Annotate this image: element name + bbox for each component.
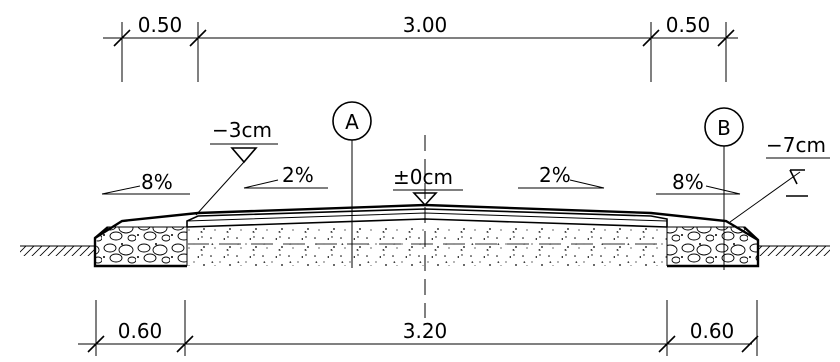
slope-inner-left: 2% — [243, 163, 328, 189]
stone-fill-right — [667, 227, 758, 266]
level-left-text: −3cm — [212, 118, 272, 142]
level-right-text: −7cm — [766, 133, 826, 157]
level-center-triangle-icon — [412, 192, 438, 207]
subbase-line — [186, 218, 668, 228]
level-center-text: ±0cm — [393, 165, 453, 189]
slope-inner-left-text: 2% — [282, 163, 314, 187]
level-mark-left: −3cm — [195, 118, 278, 216]
top-tick-3 — [642, 29, 660, 47]
slope-outer-right-arrow-icon — [656, 185, 741, 195]
top-dimension-chain: 0.50 3.00 0.50 — [103, 13, 738, 82]
slope-outer-left: 8% — [101, 170, 190, 195]
ground-hatch-right — [758, 246, 830, 256]
bottom-tick-2 — [176, 335, 194, 353]
bottom-tick-1 — [87, 335, 105, 353]
top-tick-1 — [113, 29, 131, 47]
concrete-fill — [187, 227, 667, 266]
slope-inner-right-arrow-icon — [518, 179, 605, 189]
level-right-leader — [729, 171, 801, 223]
ground-hatch-left — [20, 246, 95, 256]
bottom-tick-4 — [741, 335, 759, 353]
ground-surface — [20, 245, 830, 256]
slope-outer-right: 8% — [656, 170, 741, 195]
section-b-label: B — [717, 116, 731, 140]
top-tick-4 — [717, 29, 735, 47]
level-mark-center: ±0cm — [393, 165, 463, 207]
slope-outer-right-text: 8% — [672, 170, 704, 194]
bottom-dim-left-text: 0.60 — [118, 319, 163, 343]
slope-outer-left-arrow-icon — [101, 185, 190, 195]
bottom-dimension-chain: 0.60 3.20 0.60 — [78, 300, 759, 356]
stone-outline-right — [667, 226, 760, 268]
top-dim-left-text: 0.50 — [138, 13, 183, 37]
slope-outer-left-text: 8% — [141, 170, 173, 194]
stone-foundation-left — [93, 226, 187, 268]
bottom-dim-center-text: 3.20 — [403, 319, 448, 343]
section-mark-b: B — [704, 107, 744, 270]
section-mark-a: A — [332, 101, 372, 268]
concrete-base — [186, 227, 668, 266]
top-dim-center-text: 3.00 — [403, 13, 448, 37]
stone-fill-left — [95, 227, 187, 266]
section-a-label: A — [345, 110, 359, 134]
top-dim-right-text: 0.50 — [666, 13, 711, 37]
bottom-dim-right-text: 0.60 — [690, 319, 735, 343]
level-mark-right: −7cm — [729, 133, 830, 223]
slope-inner-left-arrow-icon — [243, 179, 328, 189]
level-left-triangle-icon — [230, 147, 258, 164]
slope-inner-right-text: 2% — [539, 163, 571, 187]
bottom-tick-3 — [658, 335, 676, 353]
stone-foundation-right — [667, 226, 760, 268]
slope-inner-right: 2% — [518, 163, 605, 189]
level-left-leader — [195, 161, 245, 216]
top-tick-2 — [189, 29, 207, 47]
